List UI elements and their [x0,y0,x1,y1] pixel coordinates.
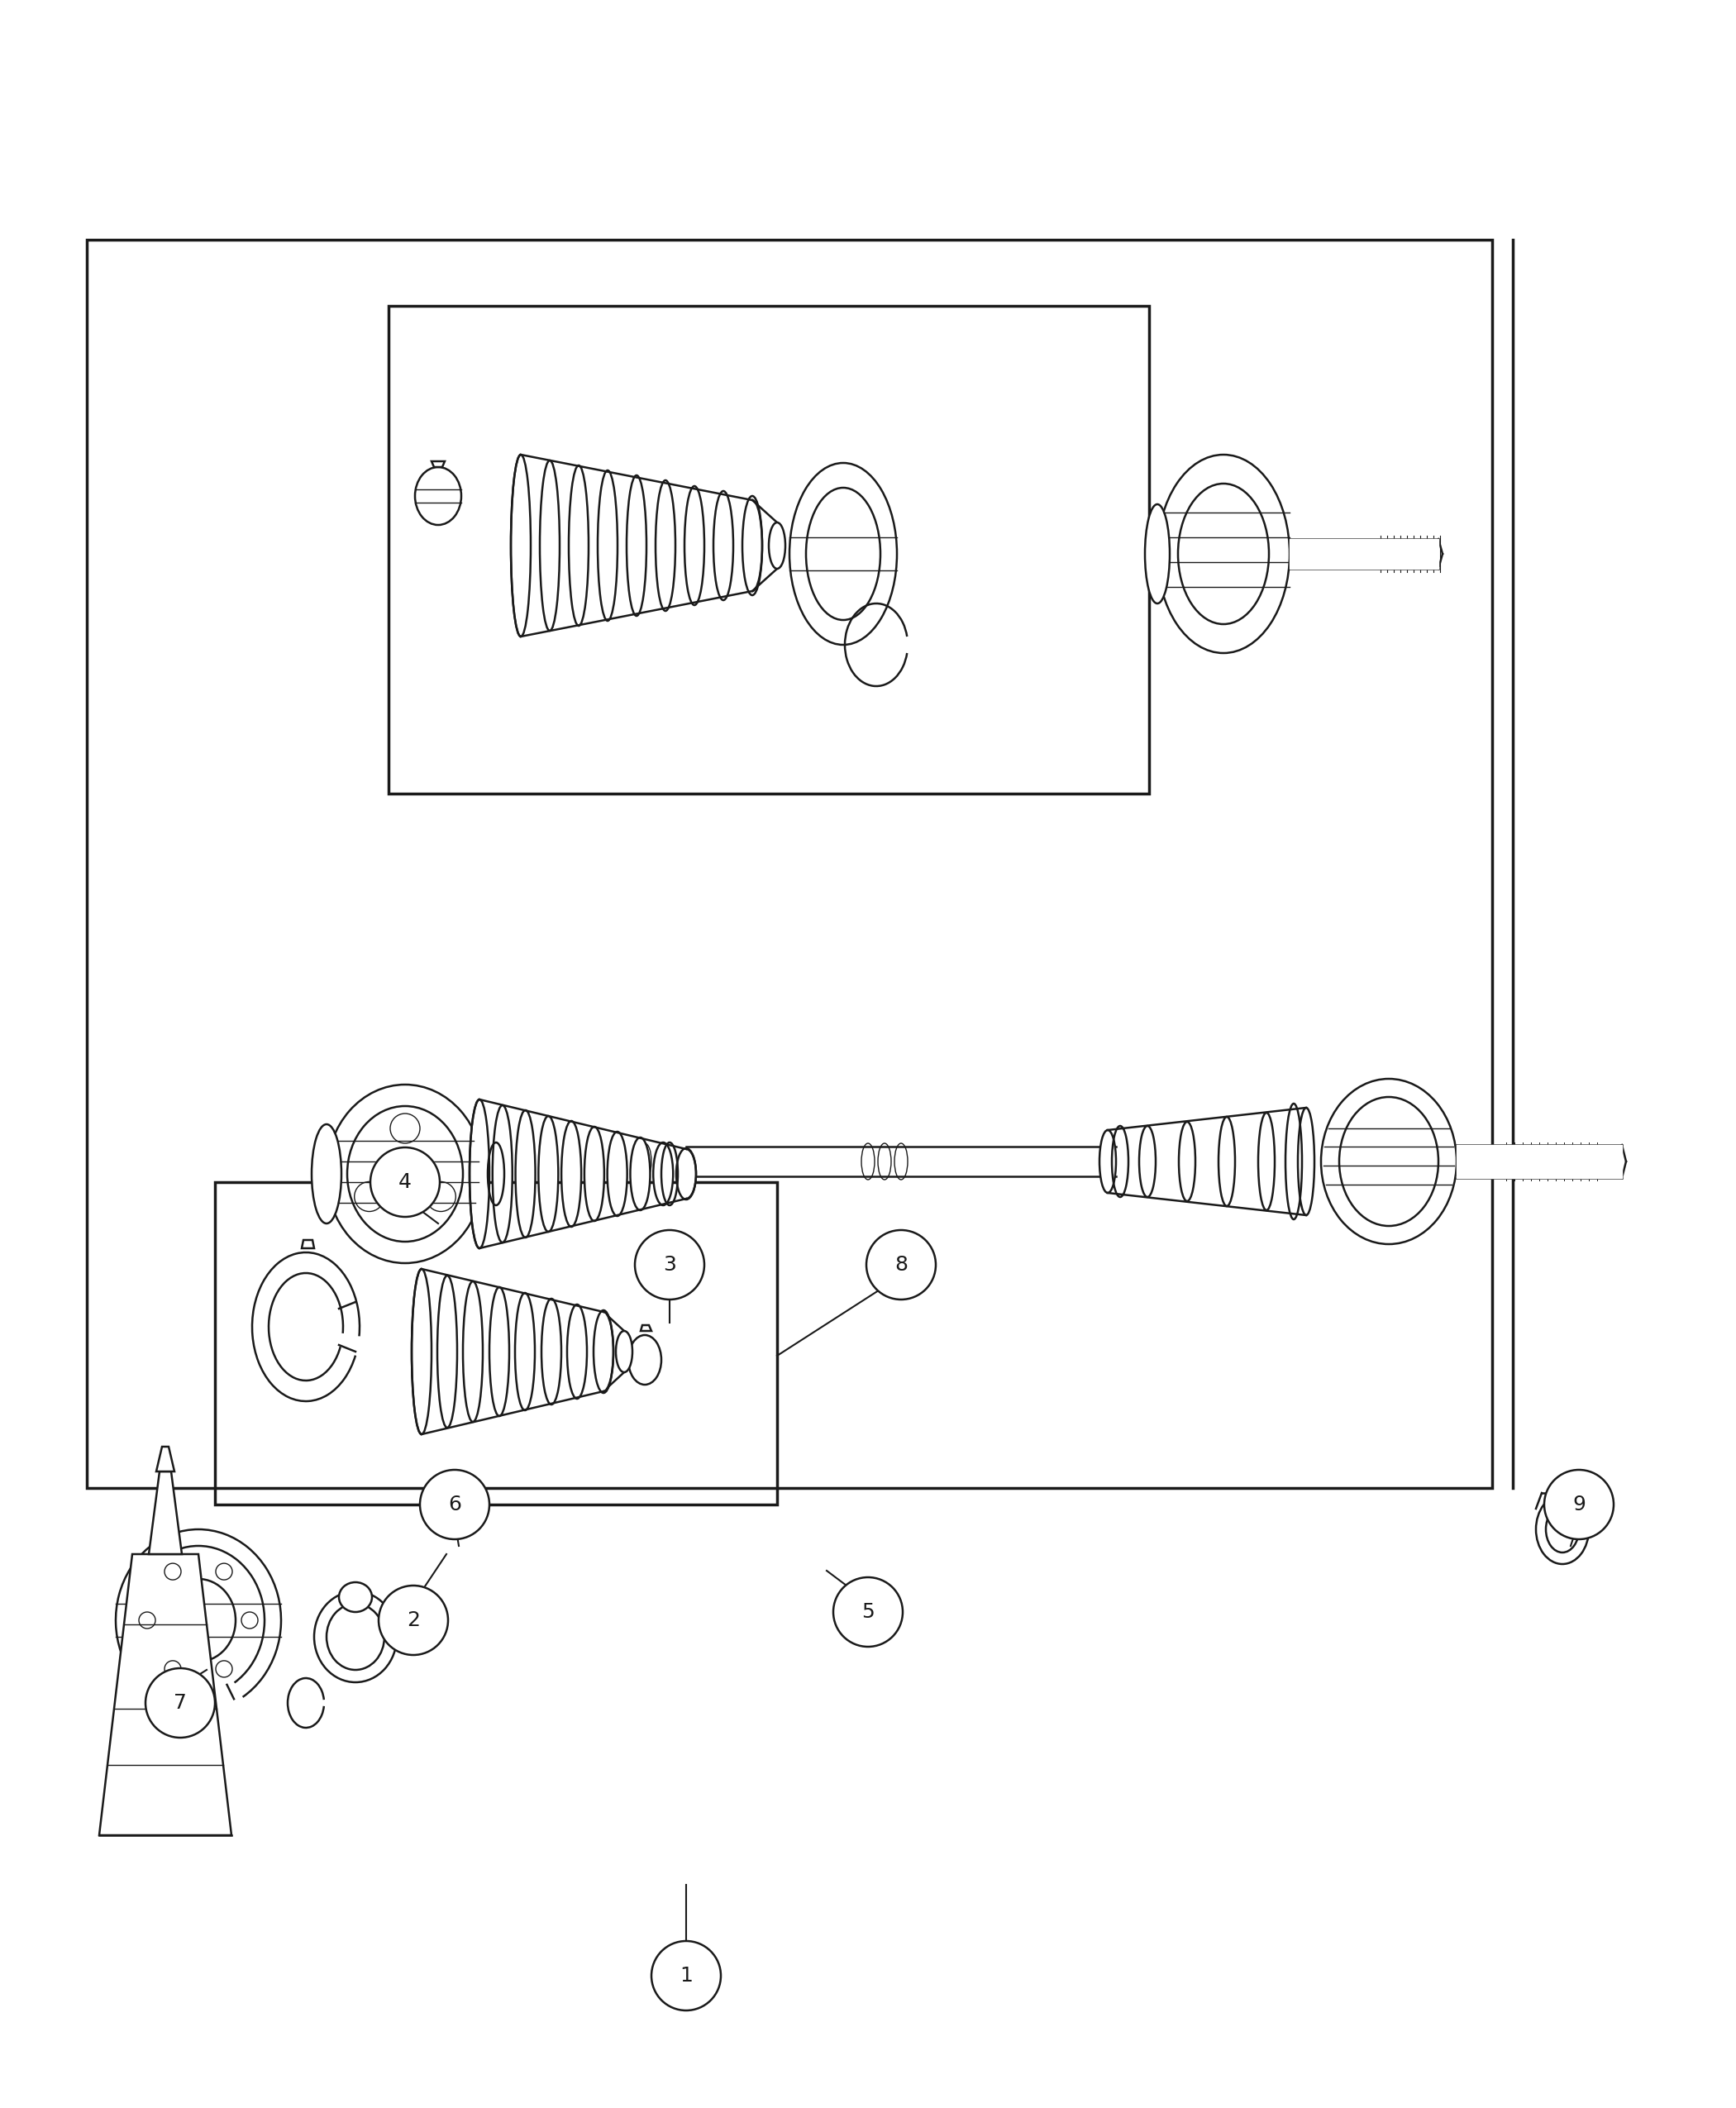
Circle shape [370,1147,439,1216]
Ellipse shape [568,1305,587,1400]
Ellipse shape [616,1330,632,1372]
Ellipse shape [677,1149,696,1199]
Ellipse shape [490,1288,509,1417]
Ellipse shape [464,1282,483,1423]
Ellipse shape [312,1124,342,1223]
Ellipse shape [1158,455,1290,653]
Ellipse shape [1219,1117,1234,1206]
Ellipse shape [1179,1121,1196,1202]
Ellipse shape [314,1592,398,1682]
Polygon shape [302,1240,314,1248]
Circle shape [833,1577,903,1646]
Ellipse shape [1321,1079,1457,1244]
Text: 1: 1 [679,1967,693,1986]
Polygon shape [641,1326,651,1330]
Text: 4: 4 [399,1172,411,1191]
Circle shape [1545,1469,1614,1539]
Ellipse shape [411,1269,432,1433]
Text: 8: 8 [894,1254,908,1275]
Polygon shape [149,1471,182,1554]
Ellipse shape [437,1275,457,1427]
Circle shape [378,1585,448,1655]
Ellipse shape [684,487,705,605]
Ellipse shape [469,1100,490,1248]
Bar [389,306,1149,793]
Circle shape [354,1183,384,1212]
Text: 5: 5 [861,1602,875,1621]
Text: 3: 3 [663,1254,675,1275]
Ellipse shape [339,1583,372,1613]
Ellipse shape [597,470,618,622]
Ellipse shape [1299,1107,1314,1214]
Ellipse shape [569,466,589,626]
Text: 9: 9 [1573,1495,1585,1514]
Ellipse shape [540,460,559,630]
Circle shape [866,1231,936,1299]
Circle shape [391,1113,420,1143]
Bar [87,240,1493,1488]
Ellipse shape [561,1121,582,1227]
Ellipse shape [790,464,898,645]
Ellipse shape [1139,1126,1156,1197]
Circle shape [635,1231,705,1299]
Ellipse shape [743,495,762,594]
Ellipse shape [769,523,785,569]
Ellipse shape [630,1138,649,1210]
Ellipse shape [326,1086,484,1263]
Ellipse shape [538,1115,559,1231]
Text: 6: 6 [448,1495,462,1514]
Polygon shape [99,1554,231,1836]
Ellipse shape [713,491,733,601]
Ellipse shape [627,474,646,616]
Ellipse shape [594,1311,613,1393]
Ellipse shape [493,1105,512,1242]
Ellipse shape [1146,504,1170,603]
Ellipse shape [1259,1113,1274,1210]
Circle shape [420,1469,490,1539]
Polygon shape [432,462,444,468]
Ellipse shape [1099,1130,1116,1193]
Ellipse shape [608,1132,627,1216]
Bar [215,1183,778,1505]
Ellipse shape [542,1299,561,1404]
Ellipse shape [653,1143,674,1206]
Ellipse shape [656,481,675,611]
Ellipse shape [1536,1495,1588,1564]
Ellipse shape [628,1334,661,1385]
Circle shape [146,1667,215,1737]
Ellipse shape [415,468,462,525]
Polygon shape [156,1446,174,1471]
Ellipse shape [516,1292,535,1410]
Ellipse shape [585,1128,604,1221]
Text: 7: 7 [174,1693,187,1714]
Ellipse shape [516,1111,535,1237]
Circle shape [651,1941,720,2011]
Text: 2: 2 [406,1611,420,1629]
Circle shape [425,1183,457,1212]
